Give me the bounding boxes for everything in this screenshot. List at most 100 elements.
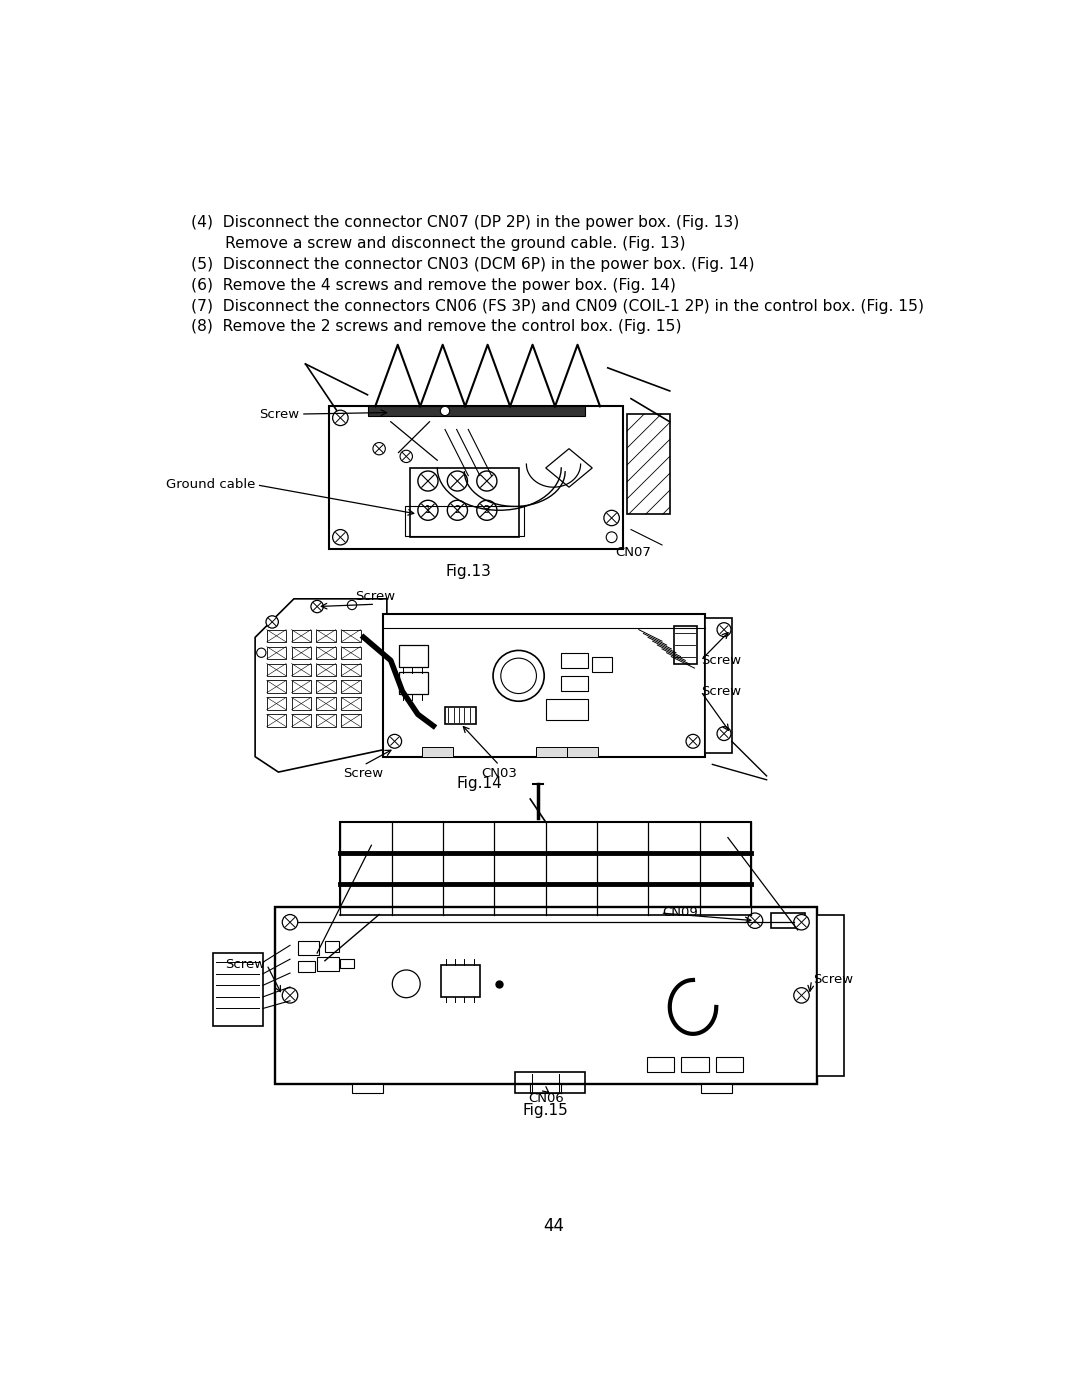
Circle shape [794,915,809,930]
Bar [318,957,339,971]
Text: Screw: Screw [225,958,266,971]
Bar [316,697,336,710]
Text: CN09: CN09 [662,907,698,919]
Circle shape [348,601,356,609]
Bar [445,707,476,724]
Text: Fig.15: Fig.15 [523,1104,569,1118]
Text: CN06: CN06 [528,1091,564,1105]
Bar [352,1084,383,1094]
Bar [536,747,567,757]
Bar [292,697,311,710]
Text: (7)  Disconnect the connectors CN06 (FS 3P) and CN09 (COIL-1 2P) in the control : (7) Disconnect the connectors CN06 (FS 3… [191,299,923,313]
Circle shape [447,471,468,490]
Circle shape [717,623,731,637]
Circle shape [604,510,619,525]
Bar [341,697,361,710]
Bar [399,672,428,693]
Bar [292,664,311,676]
Bar [545,698,589,721]
Circle shape [282,988,298,1003]
Circle shape [392,970,420,997]
Bar [328,407,623,549]
Circle shape [311,601,323,613]
Bar [562,676,589,692]
Bar [340,960,354,968]
Bar [592,657,611,672]
Bar [298,961,314,971]
Text: Fig.13: Fig.13 [445,564,491,580]
Bar [562,652,589,668]
Bar [316,647,336,659]
Bar [267,680,286,693]
Bar [399,645,428,666]
Bar [515,1073,584,1094]
Bar [341,714,361,726]
Circle shape [501,658,537,693]
Bar [267,714,286,726]
Bar [647,1058,674,1073]
Bar [530,1084,562,1094]
Circle shape [447,500,468,520]
Bar [316,680,336,693]
Bar [701,1084,732,1094]
Circle shape [266,616,279,629]
Circle shape [476,471,497,490]
Circle shape [747,914,762,929]
Bar [341,664,361,676]
Bar [627,414,670,514]
Bar [267,664,286,676]
Circle shape [418,500,438,520]
Circle shape [441,407,449,415]
Bar [341,647,361,659]
Bar [405,507,524,535]
Text: Screw: Screw [701,685,741,697]
Text: (6)  Remove the 4 screws and remove the power box. (Fig. 14): (6) Remove the 4 screws and remove the p… [191,278,676,293]
Bar [292,647,311,659]
Bar [274,907,816,1084]
Bar [267,697,286,710]
Bar [340,823,751,915]
Bar [267,647,286,659]
Bar [267,630,286,643]
Bar [316,630,336,643]
Circle shape [373,443,386,455]
Bar [816,915,845,1076]
Circle shape [400,450,413,462]
Text: 2: 2 [455,506,460,515]
Bar [367,407,584,415]
Text: Ground cable: Ground cable [165,478,255,492]
Circle shape [333,411,348,426]
Text: Fig.14: Fig.14 [457,775,503,791]
Circle shape [257,648,266,658]
Bar [292,630,311,643]
Text: Screw: Screw [701,654,741,666]
Text: Remove a screw and disconnect the ground cable. (Fig. 13): Remove a screw and disconnect the ground… [191,236,686,251]
Text: (4)  Disconnect the connector CN07 (DP 2P) in the power box. (Fig. 13): (4) Disconnect the connector CN07 (DP 2P… [191,215,739,231]
Bar [213,953,262,1027]
Bar [316,714,336,726]
Circle shape [333,529,348,545]
Text: (5)  Disconnect the connector CN03 (DCM 6P) in the power box. (Fig. 14): (5) Disconnect the connector CN03 (DCM 6… [191,257,754,272]
Text: 44: 44 [543,1217,564,1235]
Bar [770,914,806,929]
Bar [567,747,597,757]
Bar [383,615,704,757]
Text: Screw: Screw [343,767,383,780]
Bar [422,747,453,757]
Bar [441,964,480,997]
Bar [292,714,311,726]
Text: Screw: Screw [259,408,299,420]
Circle shape [717,726,731,740]
Text: (8)  Remove the 2 screws and remove the control box. (Fig. 15): (8) Remove the 2 screws and remove the c… [191,320,681,334]
Bar [716,1058,743,1073]
Circle shape [794,988,809,1003]
Text: Screw: Screw [355,590,395,602]
Bar [292,680,311,693]
Bar [325,942,339,953]
Bar [410,468,518,538]
Circle shape [476,500,497,520]
Text: 3: 3 [484,506,490,515]
Text: CN03: CN03 [482,767,517,780]
Circle shape [686,735,700,749]
Circle shape [282,915,298,930]
